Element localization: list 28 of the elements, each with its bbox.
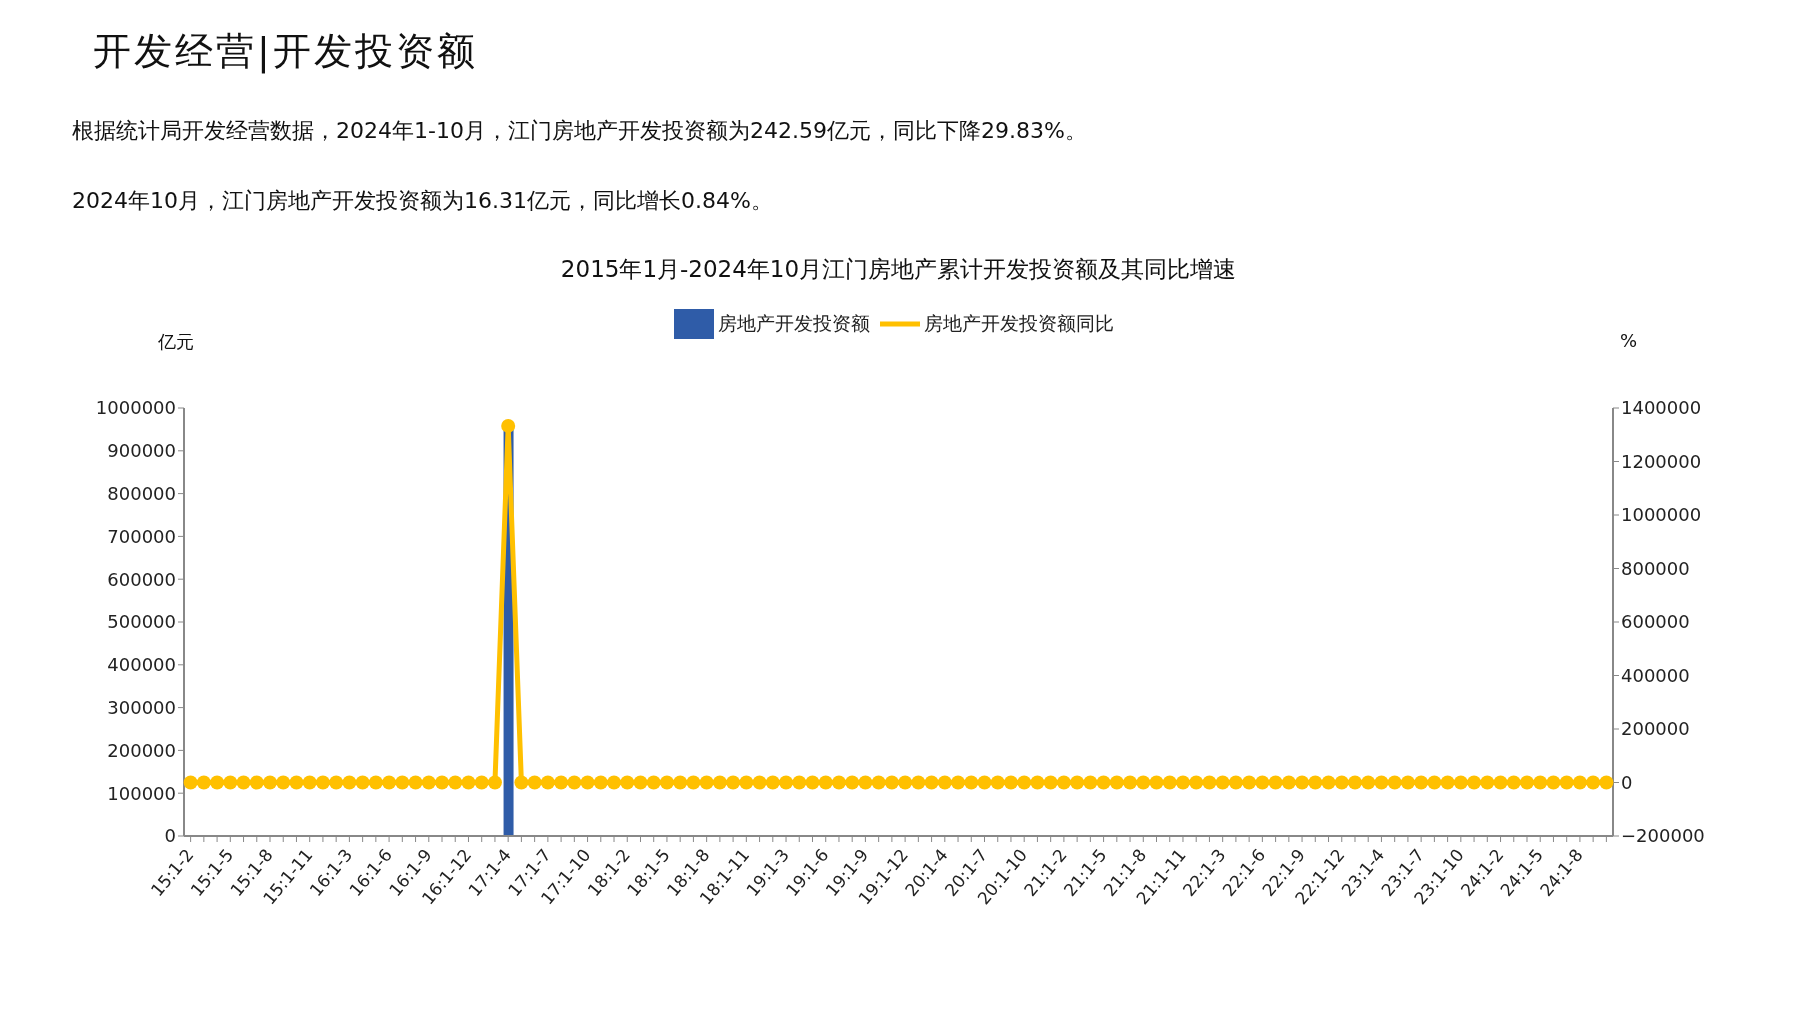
y-tick-label: 500000	[107, 611, 176, 633]
y-tick-label: 600000	[107, 568, 176, 590]
y-tick-label: 1000000	[95, 397, 176, 419]
y2-tick-label: 400000	[1621, 664, 1690, 686]
y-tick-label: 800000	[107, 482, 176, 504]
legend-label: 房地产开发投资额	[717, 311, 870, 334]
y2-axis-title: %	[1620, 330, 1638, 351]
text: 2024年10月，江门房地产开发投资额为16.31亿元，同比增长0.84%。	[72, 187, 773, 215]
y-tick-label: 700000	[107, 525, 176, 547]
y2-tick-label: −200000	[1621, 825, 1705, 847]
y-axis-title: 亿元	[158, 330, 194, 354]
legend-label: 房地产开发投资额同比	[923, 311, 1114, 334]
y-tick-label: 100000	[107, 782, 176, 804]
chart-subtitle: 2015年1月-2024年10月江门房地产累计开发投资额及其同比增速	[559, 255, 1238, 284]
y-tick-label: 900000	[107, 440, 176, 462]
y2-tick-label: 1200000	[1621, 450, 1702, 472]
y2-tick-label: 800000	[1621, 557, 1690, 579]
chart-title: 开发经营|开发投资额	[93, 28, 478, 76]
y-tick-label: 400000	[107, 654, 176, 676]
y2-tick-label: 1000000	[1621, 504, 1702, 526]
y-tick-label: 300000	[107, 696, 176, 718]
y2-tick-label: 0	[1621, 771, 1633, 793]
y2-tick-label: 200000	[1621, 718, 1690, 740]
y2-tick-label: 600000	[1621, 611, 1690, 633]
y2-tick-label: 1400000	[1621, 397, 1702, 419]
y-tick-label: 0	[164, 825, 176, 847]
y-tick-label: 200000	[107, 739, 176, 761]
text: 根据统计局开发经营数据，2024年1-10月，江门房地产开发投资额为242.59亿元，同比下降29.83%。	[72, 117, 1087, 145]
